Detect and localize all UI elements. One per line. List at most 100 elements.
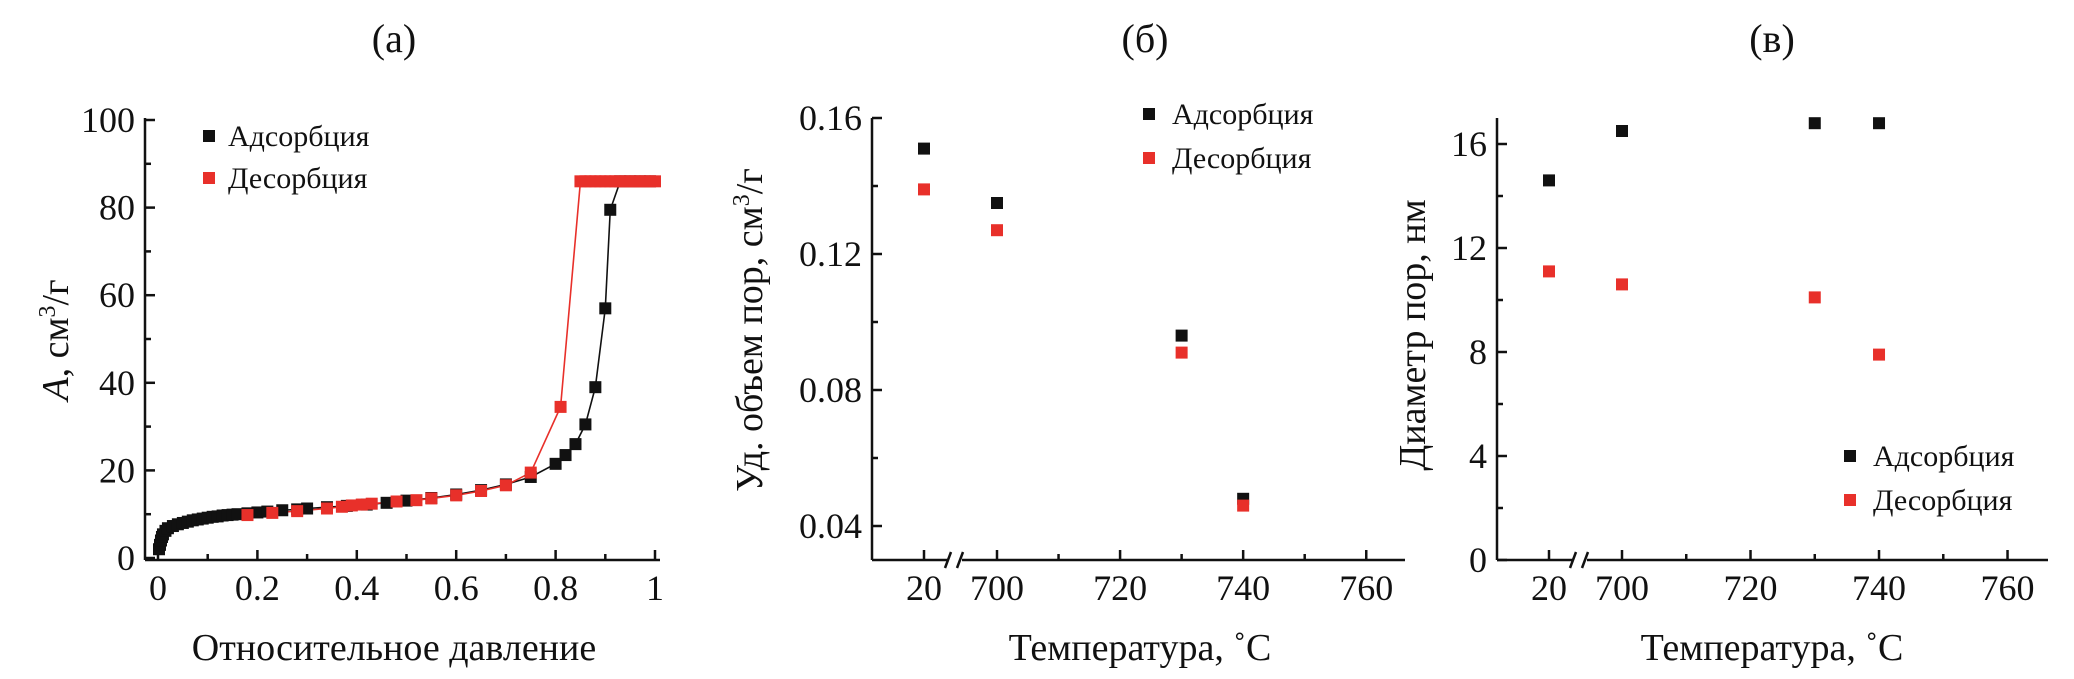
panel-a: (а) 0 0.2 0.4 0.6 0.8 1 0 20 40 60 80 100 Адсорбция Д… [35, 16, 664, 669]
y-tick-label: 16 [1451, 124, 1487, 164]
panel-c-label: (в) [1749, 16, 1795, 61]
desorption-point [365, 497, 378, 510]
adsorption-point [251, 506, 264, 519]
y-tick-label: 8 [1469, 332, 1487, 372]
desorption-point [335, 500, 348, 513]
axis-break-mark [943, 551, 965, 569]
desorption-point [1808, 291, 1821, 304]
x-tick-label: 760 [1981, 568, 2035, 608]
y-tick-label: 0 [117, 538, 135, 578]
x-tick-label: 700 [970, 568, 1024, 608]
legend-marker-1 [203, 172, 215, 184]
y-tick-label: 0.12 [799, 234, 862, 274]
desorption-point [991, 224, 1003, 237]
desorption-point [390, 495, 403, 508]
adsorption-point [1543, 174, 1555, 187]
panel-b-plot: 20 700 720 740 760 0.04 0.08 0.12 0.16 Адсорбция Д… [799, 98, 1405, 608]
x-tick-label: 760 [1339, 568, 1393, 608]
y-tick-label: 4 [1469, 436, 1487, 476]
adsorption-point [1873, 117, 1886, 130]
adsorption-point [589, 381, 602, 394]
x-tick-label: 0.2 [235, 568, 280, 608]
desorption-point [499, 479, 512, 492]
adsorption-point [549, 457, 562, 470]
desorption-point [649, 175, 661, 188]
legend-label-1: Десорбция [228, 162, 368, 195]
desorption-point [475, 484, 488, 497]
adsorption-point [918, 142, 930, 155]
panel-b: (б) 20 700 720 740 760 0.04 0.08 0.12 0.16 Адсорб… [729, 16, 1405, 669]
desorption-point [1616, 278, 1628, 291]
x-tick-label: 0.6 [434, 568, 479, 608]
desorption-point [320, 502, 333, 515]
panel-b-ylabel-rest: Уд. объем пор, см [729, 206, 771, 492]
y-tick-label: 0.08 [799, 370, 862, 410]
desorption-point [1175, 346, 1188, 359]
legend-marker-1 [1844, 494, 1856, 506]
y-tick-label: 60 [99, 275, 135, 315]
desorption-point [1873, 348, 1886, 361]
adsorption-point [604, 203, 617, 216]
x-tick-label: 20 [1531, 568, 1567, 608]
panel-c-ylabel: Диаметр пор, нм [1392, 199, 1434, 470]
legend-label-0: Адсорбция [1873, 440, 2015, 473]
x-tick-label: 700 [1595, 568, 1649, 608]
desorption-point [410, 494, 423, 507]
desorption-point [524, 466, 537, 479]
legend-marker-0 [1844, 450, 1856, 462]
desorption-point [345, 499, 358, 512]
panel-a-plot: 0 0.2 0.4 0.6 0.8 1 0 20 40 60 80 100 Адсорбция Десор… [81, 100, 664, 608]
x-tick-label: 0 [149, 568, 167, 608]
desorption-point [450, 489, 463, 502]
legend-marker-0 [1143, 108, 1155, 120]
legend-label-0: Адсорбция [1172, 98, 1314, 131]
panel-b-ylabel-sup: 3 [729, 194, 755, 206]
desorption-point [1543, 265, 1555, 278]
axis-break-mark [1568, 551, 1590, 569]
y-tick-label: 80 [99, 188, 135, 228]
panel-c: (в) 20 700 720 740 760 0 4 8 12 16 Адсорбция Десорб… [1392, 16, 2048, 669]
y-tick-label: 12 [1451, 228, 1487, 268]
series-line-1 [247, 180, 655, 516]
adsorption-point [991, 197, 1003, 209]
adsorption-point [1808, 117, 1821, 130]
legend-marker-1 [1143, 152, 1155, 164]
panel-a-ylabel-rest: , см [35, 318, 77, 378]
adsorption-point [599, 302, 612, 315]
legend-label-0: Адсорбция [228, 120, 370, 153]
y-tick-label: 20 [99, 450, 135, 490]
legend-label-1: Десорбция [1873, 484, 2013, 517]
panel-b-xlabel: Температура, ˚С [1009, 627, 1272, 669]
x-tick-label: 1 [646, 568, 664, 608]
x-tick-label: 0.4 [334, 568, 379, 608]
desorption-point [291, 505, 304, 518]
panel-b-ylabel: Уд. объем пор, см3/г [729, 168, 771, 492]
x-tick-label: 720 [1724, 568, 1778, 608]
x-tick-label: 740 [1216, 568, 1270, 608]
adsorption-point [231, 508, 244, 521]
panel-a-ylabel-tail: /г [35, 279, 77, 305]
adsorption-point [276, 504, 289, 517]
adsorption-point [579, 418, 592, 431]
panel-a-ylabel-sup: 3 [35, 306, 61, 318]
y-tick-label: 0.16 [799, 98, 862, 138]
adsorption-point [1175, 329, 1188, 342]
adsorption-point [380, 496, 393, 509]
y-tick-label: 0 [1469, 540, 1487, 580]
legend-marker-0 [203, 130, 215, 142]
y-tick-label: 0.04 [799, 506, 862, 546]
panel-b-label: (б) [1122, 16, 1169, 61]
y-tick-label: 40 [99, 363, 135, 403]
adsorption-point [569, 438, 582, 451]
panel-a-ylabel-italic: A [35, 377, 77, 404]
legend-label-1: Десорбция [1172, 142, 1312, 175]
panel-a-xlabel: Относительное давление [192, 627, 596, 669]
panel-b-ylabel-tail: /г [729, 168, 771, 194]
desorption-point [266, 506, 279, 519]
adsorption-point [1616, 125, 1628, 137]
adsorption-point [400, 494, 413, 507]
y-tick-label: 100 [81, 100, 135, 140]
desorption-point [241, 509, 254, 522]
x-tick-label: 740 [1852, 568, 1906, 608]
